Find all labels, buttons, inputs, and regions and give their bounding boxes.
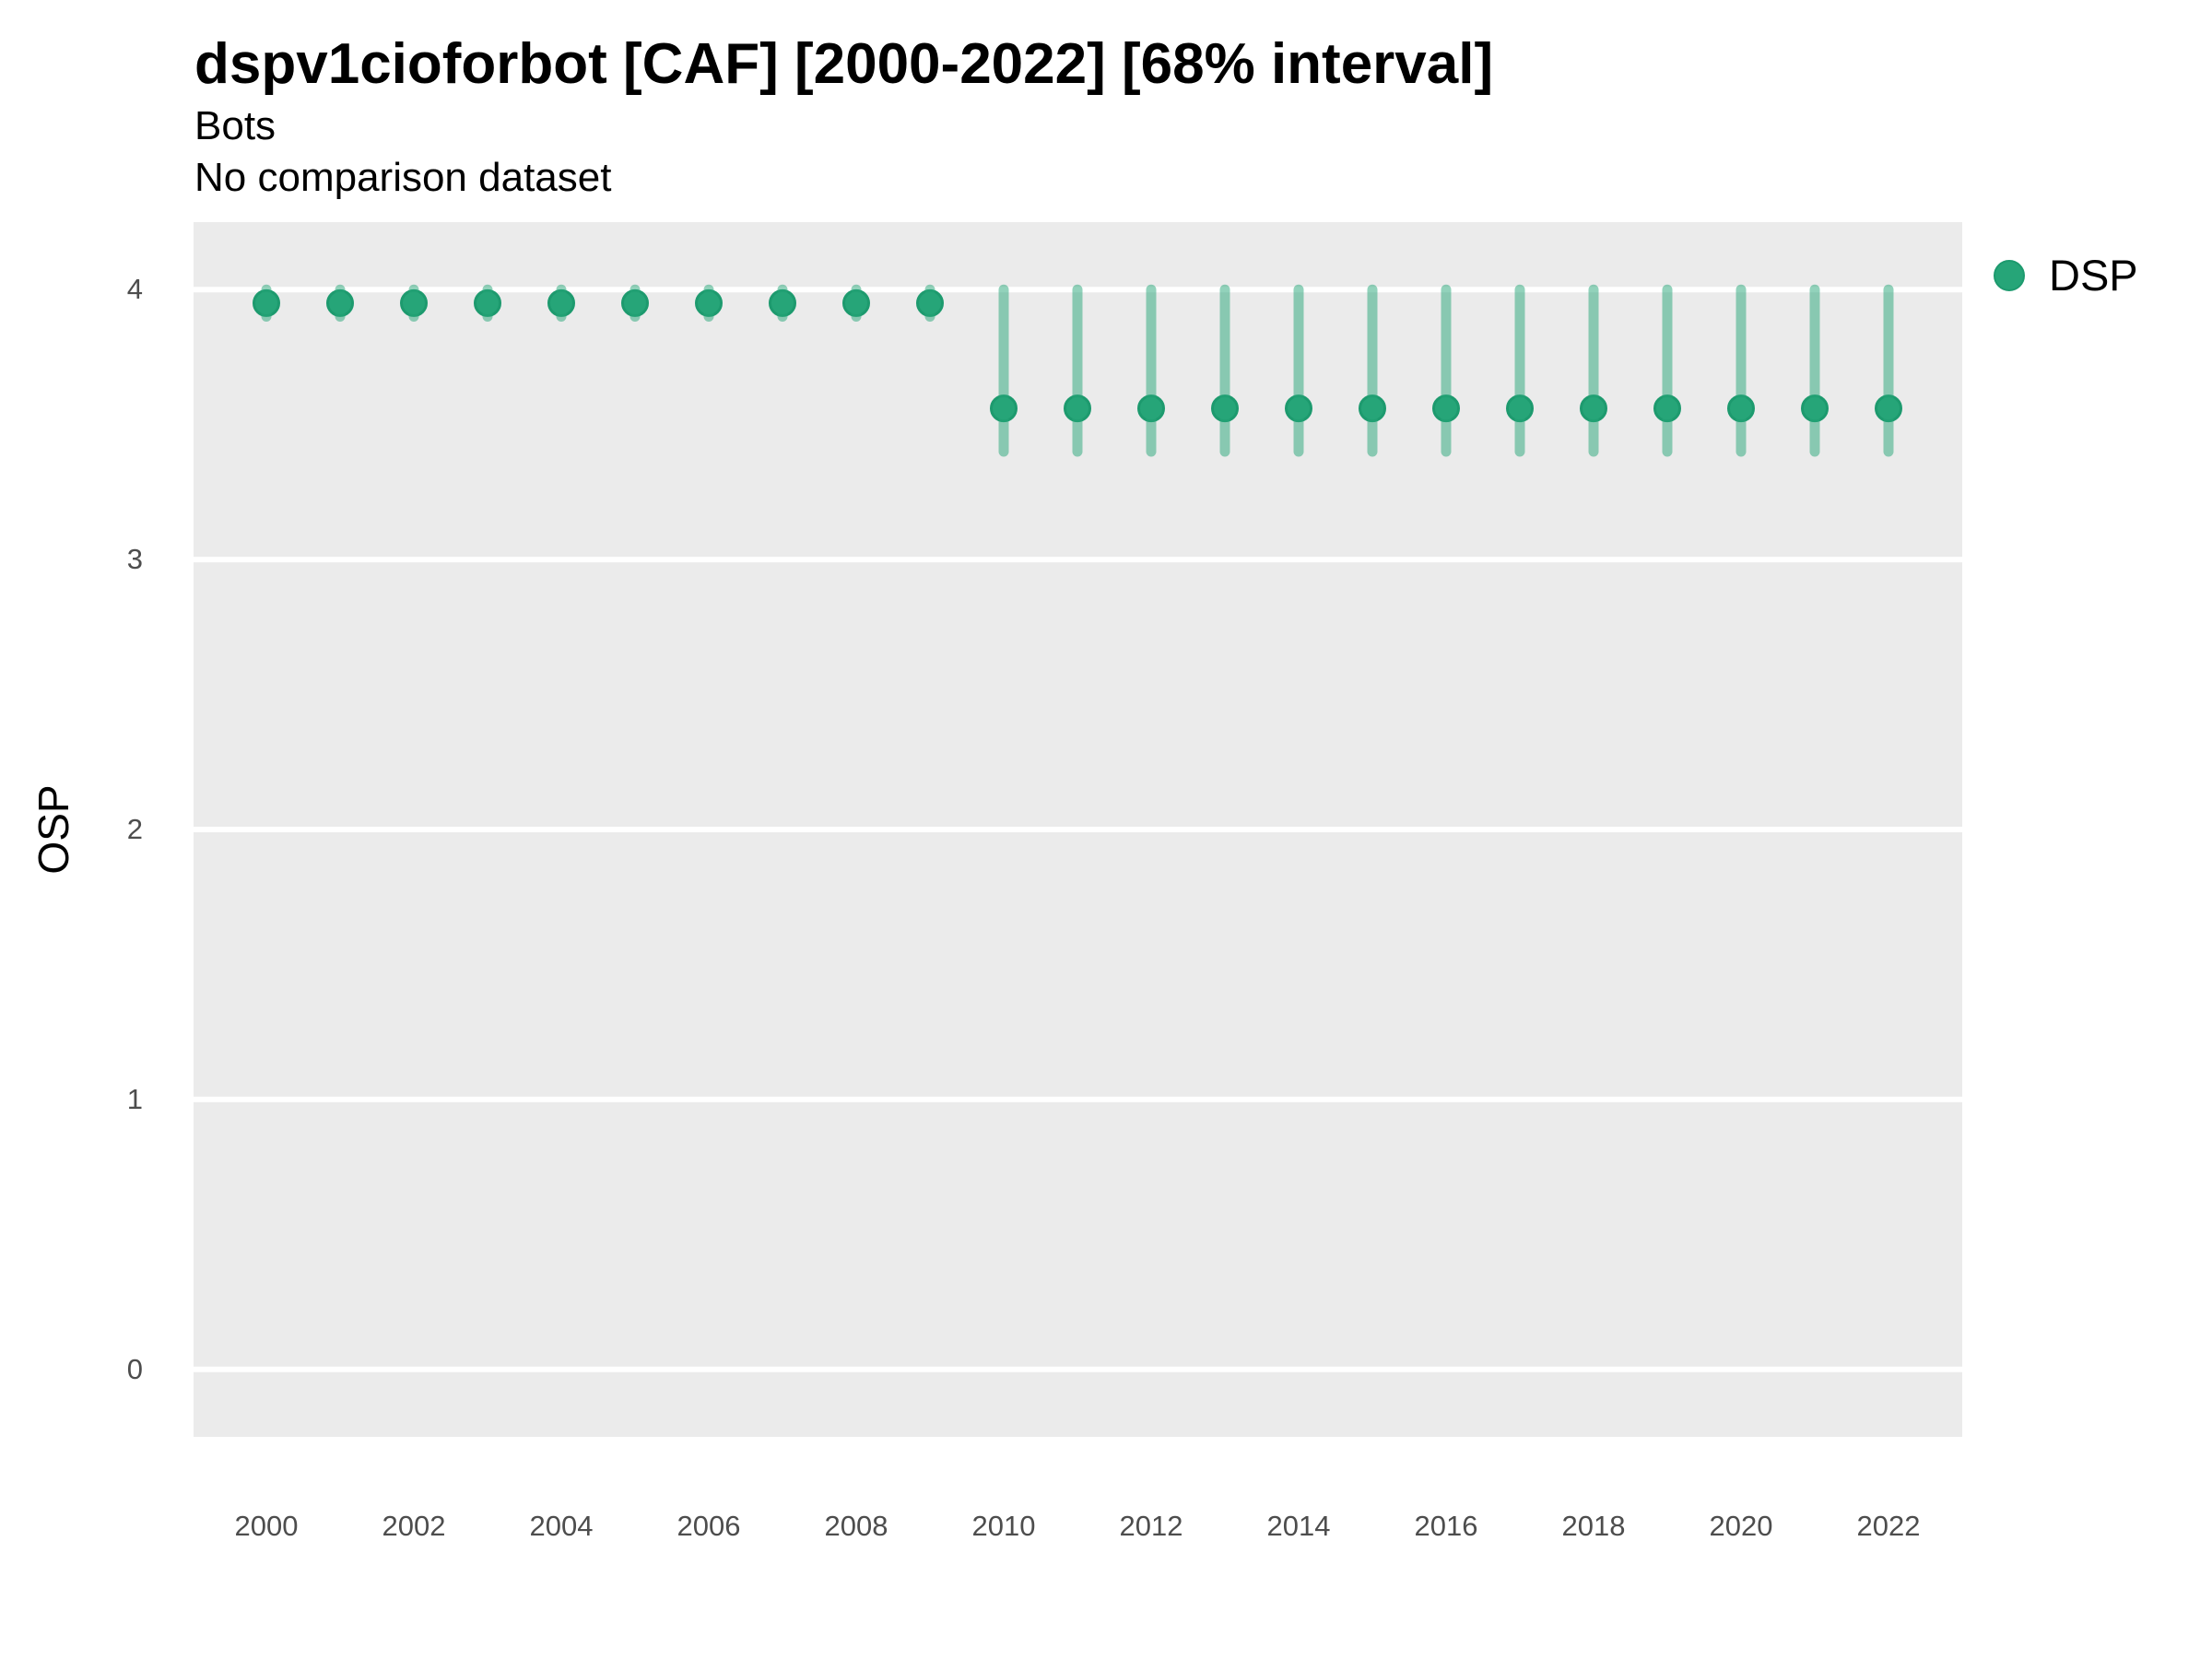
legend: DSP (1994, 249, 2138, 302)
x-tick-label: 2022 (1856, 1510, 1921, 1542)
x-tick-label: 2012 (1119, 1510, 1183, 1542)
x-tick-label: 2004 (529, 1510, 594, 1542)
x-tick-label: 2020 (1709, 1510, 1773, 1542)
legend-label-dsp: DSP (2049, 251, 2138, 300)
y-tick-label: 2 (126, 813, 143, 845)
x-tick-label: 2006 (677, 1510, 741, 1542)
x-tick-label: 2014 (1266, 1510, 1331, 1542)
y-tick-label: 3 (126, 543, 143, 576)
x-tick-label: 2008 (824, 1510, 888, 1542)
x-tick-label: 2002 (382, 1510, 446, 1542)
y-tick-label: 1 (126, 1082, 143, 1115)
y-tick-label: 0 (126, 1352, 143, 1385)
x-tick-label: 2010 (971, 1510, 1036, 1542)
x-tick-label: 2016 (1414, 1510, 1478, 1542)
legend-key-dot-icon (1994, 260, 2025, 291)
y-tick-label: 4 (126, 273, 143, 306)
chart-subtitle-group: Bots (194, 103, 276, 148)
x-tick-label: 2000 (234, 1510, 299, 1542)
chart-subtitle-comparison: No comparison dataset (194, 155, 612, 200)
chart-title: dspv1cioforbot [CAF] [2000-2022] [68% in… (194, 32, 1494, 96)
x-tick-label: 2018 (1561, 1510, 1626, 1542)
